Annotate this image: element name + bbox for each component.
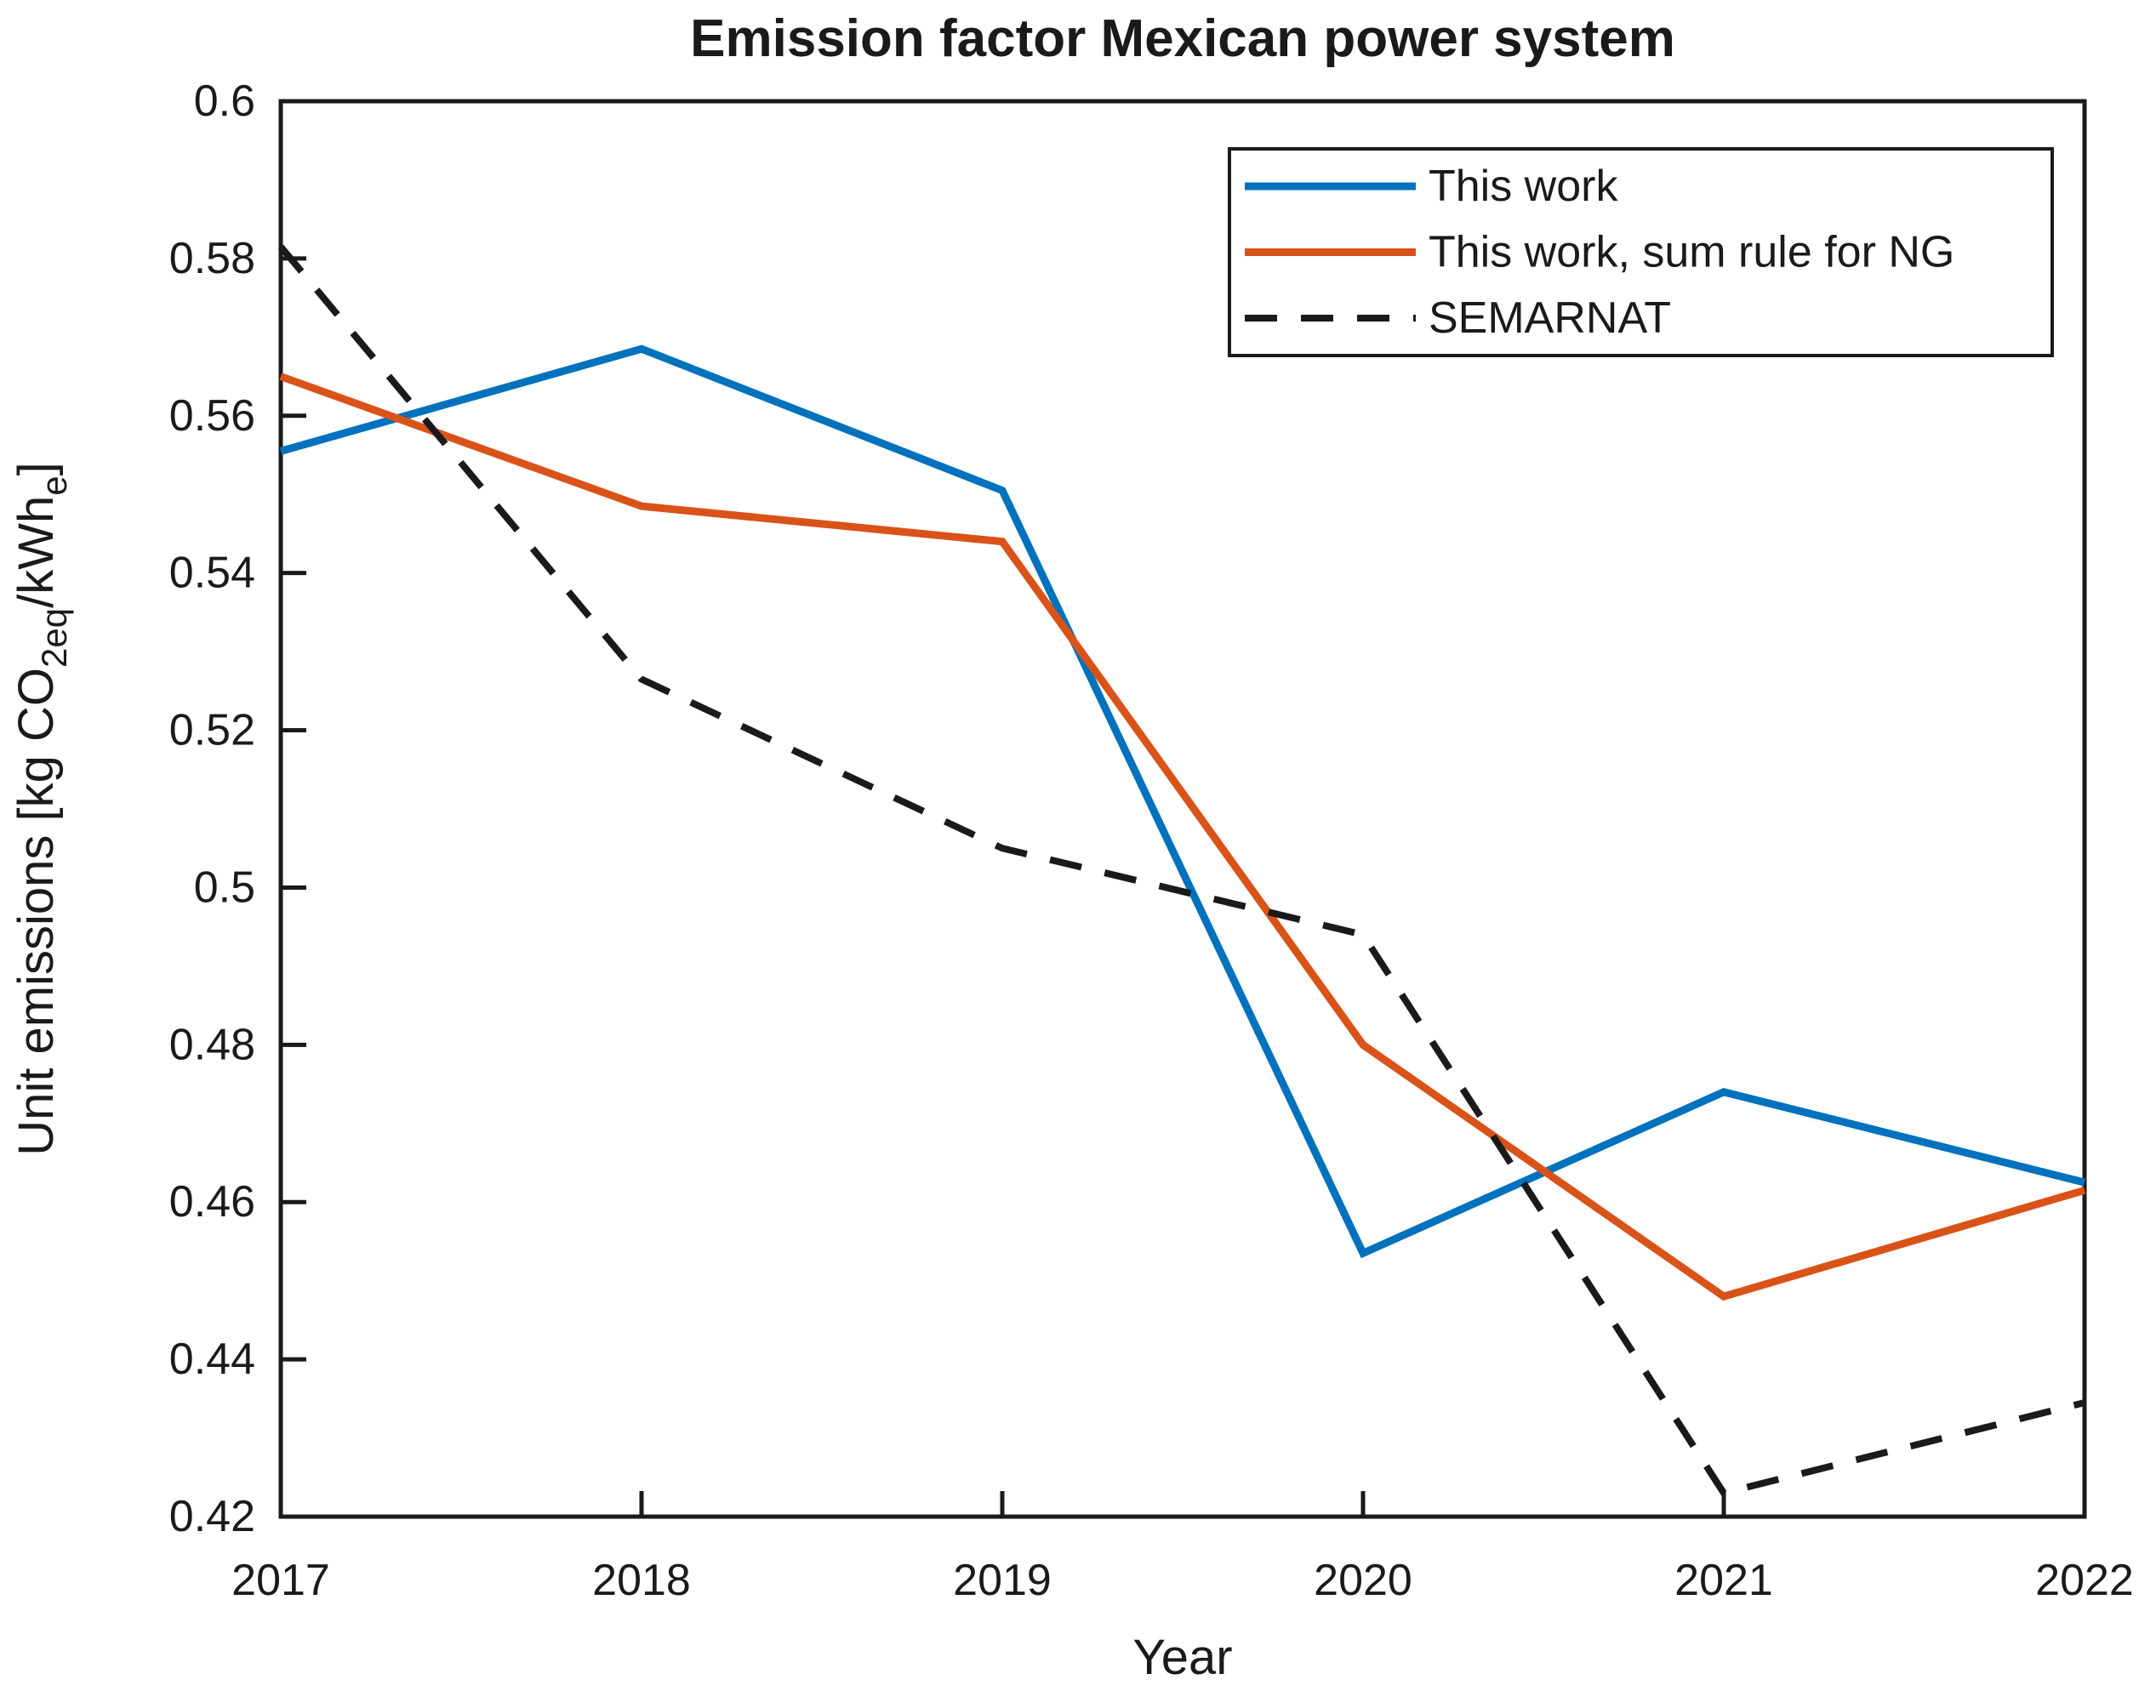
y-axis-label-subscript: 2eq bbox=[34, 608, 74, 668]
y-tick-label: 0.42 bbox=[169, 1492, 255, 1541]
x-tick-label: 2017 bbox=[231, 1556, 330, 1605]
y-axis-label-subscript: e bbox=[34, 475, 74, 495]
series-line-this-work bbox=[279, 344, 2086, 1259]
chart-title: Emission factor Mexican power system bbox=[690, 9, 1675, 68]
y-axis-label-part: /kWh bbox=[9, 496, 64, 608]
legend-label: This work bbox=[1429, 162, 1618, 211]
y-axis-label: Unit emissions [kg CO2eq/kWhe] bbox=[9, 462, 74, 1155]
legend-item: This work bbox=[1245, 162, 1618, 211]
legend-label: SEMARNAT bbox=[1429, 293, 1671, 343]
x-axis-label: Year bbox=[1132, 1630, 1232, 1685]
y-tick-label: 0.58 bbox=[169, 234, 255, 283]
x-tick-label: 2020 bbox=[1314, 1556, 1412, 1605]
chart-generated-layer: 0.42 0.44 0.46 0.48 0.5 0.52 0.54 0.56 0.58 0.6 20… bbox=[169, 77, 2134, 1605]
y-tick-label: 0.48 bbox=[169, 1020, 255, 1069]
y-tick-label: 0.5 bbox=[194, 863, 255, 912]
x-tick-label: 2021 bbox=[1674, 1556, 1773, 1605]
y-tick-label: 0.46 bbox=[169, 1177, 255, 1227]
axis-box bbox=[278, 99, 2087, 1519]
series-line-semarnat bbox=[277, 244, 2085, 1497]
legend: This work This work, sum rule for NG SEMAR… bbox=[1228, 147, 2054, 357]
legend-item: This work, sum rule for NG bbox=[1245, 228, 1954, 277]
y-tick-label: 0.44 bbox=[169, 1335, 255, 1384]
x-tick-label: 2018 bbox=[592, 1556, 691, 1605]
series-line-this-work-sum-rule-for-ng bbox=[279, 373, 2086, 1301]
legend-item: SEMARNAT bbox=[1245, 293, 1671, 343]
x-tick-label: 2022 bbox=[2035, 1556, 2134, 1605]
y-tick-label: 0.54 bbox=[169, 549, 255, 598]
x-tick-label: 2019 bbox=[953, 1556, 1052, 1605]
y-axis-label-part: ] bbox=[9, 462, 64, 475]
legend-label: This work, sum rule for NG bbox=[1429, 228, 1954, 277]
y-tick-label: 0.52 bbox=[169, 706, 255, 755]
y-tick-label: 0.6 bbox=[194, 77, 255, 126]
y-tick-label: 0.56 bbox=[169, 391, 255, 441]
y-axis-label-part: Unit emissions [kg CO bbox=[9, 668, 64, 1156]
